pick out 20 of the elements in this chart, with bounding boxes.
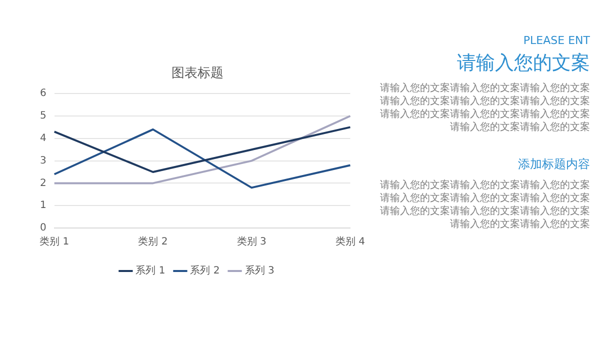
y-tick-label: 3 [40,155,46,166]
y-tick-label: 6 [40,88,46,100]
chart-title: 图表标题 [172,66,224,82]
text: 请输入您的文案请输入您的文案请输入您的文案请输入您的文案请输入您的文案请输入您的文案请输入您的文案请输入您的文案请输入您的文案请输入您的文案请输入您的文案 [380,82,590,134]
y-tick-label: 5 [40,110,46,122]
x-tick-label: 类别 2 [138,236,168,248]
text: 请输入您的文案请输入您的文案请输入您的文案请输入您的文案请输入您的文案请输入您的文案请输入您的文案请输入您的文案请输入您的文案请输入您的文案请输入您的文案 [380,179,590,231]
legend-label: 系列 2 [190,264,220,277]
y-tick-label: 0 [40,222,46,234]
y-tick-label: 4 [40,132,46,144]
text: 请输入您的文案 [456,51,590,76]
y-tick-label: 1 [40,200,46,212]
x-tick-label: 类别 3 [236,236,266,248]
legend-label: 系列 1 [136,264,166,277]
text: 添加标题内容 [517,156,590,173]
legend-label: 系列 3 [244,264,274,277]
x-tick-label: 类别 4 [335,236,366,248]
text: PLEASE ENT [522,34,590,47]
y-tick-label: 2 [40,178,46,189]
x-tick-label: 类别 1 [40,236,70,248]
